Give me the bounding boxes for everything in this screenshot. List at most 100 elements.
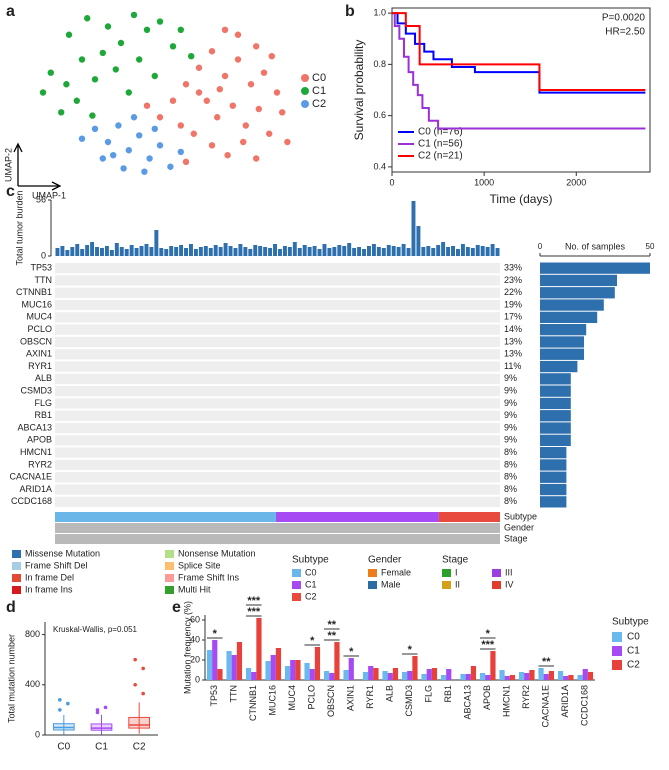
legend-label: Frame Shift Del xyxy=(25,560,88,570)
bar xyxy=(421,247,426,256)
sample-bar xyxy=(540,324,587,336)
legend-swatch xyxy=(368,581,377,589)
outlier xyxy=(66,701,70,706)
legend-label: Multi Hit xyxy=(178,584,211,594)
bar xyxy=(323,671,330,680)
bar xyxy=(295,660,301,680)
sample-bar xyxy=(540,422,571,434)
point xyxy=(99,49,107,57)
point xyxy=(253,155,260,162)
legend-swatch xyxy=(292,581,301,589)
sample-bar xyxy=(540,274,617,287)
bar xyxy=(273,244,277,256)
legend-title: Subtype xyxy=(292,555,329,566)
legend-swatch xyxy=(301,74,309,82)
bar xyxy=(297,248,302,256)
legend-label: C2 xyxy=(627,660,640,671)
bar xyxy=(431,248,436,256)
bar xyxy=(416,226,421,256)
matrix-row xyxy=(55,324,500,335)
x-tick-label: RB1 xyxy=(443,685,453,703)
box xyxy=(128,716,151,729)
point xyxy=(78,56,86,63)
legend-label: C0 xyxy=(305,567,317,577)
bar xyxy=(302,245,307,256)
legend-label: II xyxy=(455,579,460,589)
bar xyxy=(387,673,393,680)
bar xyxy=(343,670,349,680)
box xyxy=(90,723,113,731)
x-tick-label: FLG xyxy=(424,685,434,703)
point xyxy=(195,64,203,71)
bar xyxy=(85,245,90,256)
point xyxy=(125,89,132,96)
bar xyxy=(282,246,287,256)
bar xyxy=(347,243,352,256)
legend-swatch xyxy=(12,562,21,570)
bar xyxy=(446,669,452,680)
y-tick-label: 40 xyxy=(190,634,200,644)
track-label: Subtype xyxy=(504,511,537,521)
x-tick-label: 0 xyxy=(389,177,394,187)
legend-swatch xyxy=(612,632,622,642)
bar xyxy=(251,672,257,680)
survival-curve xyxy=(392,12,646,91)
percent-label: 23% xyxy=(504,275,522,285)
bar xyxy=(337,245,342,256)
bar xyxy=(392,668,399,680)
bar xyxy=(119,247,124,256)
point xyxy=(143,26,151,33)
bar xyxy=(109,250,114,256)
bar xyxy=(317,249,322,256)
point xyxy=(273,89,281,96)
point xyxy=(156,142,164,149)
matrix-row xyxy=(55,349,500,360)
gene-label: ALB xyxy=(35,373,52,383)
bar xyxy=(329,673,335,680)
point xyxy=(143,102,151,109)
point xyxy=(110,152,117,159)
bar xyxy=(263,247,268,256)
bar xyxy=(557,671,564,680)
track-label: Stage xyxy=(504,533,528,543)
significance: *** xyxy=(481,639,495,651)
point xyxy=(104,138,112,146)
legend-label: Missense Mutation xyxy=(25,548,100,558)
point xyxy=(266,130,273,137)
track xyxy=(55,523,500,533)
point xyxy=(284,138,291,146)
point xyxy=(99,155,107,162)
bar xyxy=(382,671,388,680)
y-axis-label: UMAP-2 xyxy=(3,148,13,182)
annotation: P=0.0020 xyxy=(602,13,646,24)
bar xyxy=(357,247,362,256)
bar xyxy=(104,246,109,256)
y-tick-label: 0 xyxy=(35,729,40,739)
sample-bar xyxy=(540,410,571,422)
legend-swatch xyxy=(292,593,301,601)
percent-label: 33% xyxy=(504,263,522,273)
sample-bar xyxy=(540,459,567,471)
sample-bar xyxy=(540,360,578,373)
bar xyxy=(322,244,327,256)
bar xyxy=(208,248,213,256)
bar xyxy=(217,669,223,680)
x-tick-label: C1 xyxy=(95,742,108,753)
y-tick-label: 0.4 xyxy=(373,161,386,171)
gene-label: CCDC168 xyxy=(11,496,52,506)
matrix-row xyxy=(55,496,500,507)
bar xyxy=(134,248,139,256)
bar xyxy=(582,669,588,680)
bar xyxy=(470,666,477,680)
point xyxy=(190,130,197,137)
y-tick-label: 400 xyxy=(25,679,40,689)
legend-title: Stage xyxy=(442,555,469,566)
x-tick-label: ABCA13 xyxy=(463,685,473,720)
y-tick-label: 20 xyxy=(190,654,200,664)
percent-label: 9% xyxy=(504,435,517,445)
legend-swatch xyxy=(165,550,174,558)
sample-bar xyxy=(540,483,567,496)
bar xyxy=(407,671,413,680)
bar xyxy=(129,245,134,256)
percent-label: 9% xyxy=(504,373,517,383)
